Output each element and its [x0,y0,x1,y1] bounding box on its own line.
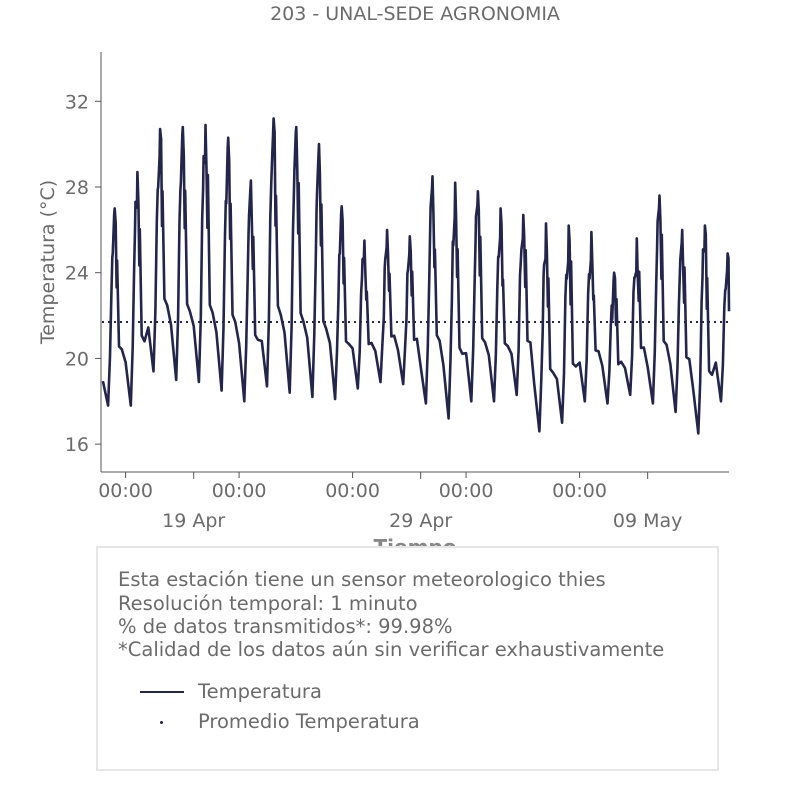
x-minor-tick-label-2: 00:00 [325,480,380,502]
y-tick-label-16: 16 [65,434,89,456]
x-major-tick-label-0: 19 Apr [162,510,225,532]
legend-promedio-label: Promedio Temperatura [198,710,420,733]
legend-temperatura-swatch [140,691,184,693]
info-line-resolution: Resolución temporal: 1 minuto [118,592,418,615]
x-minor-tick-label-4: 00:00 [552,480,607,502]
legend-promedio-swatch [160,721,163,724]
info-line-sensor: Esta estación tiene un sensor meteorolog… [118,568,606,591]
info-line-quality: *Calidad de los datos aún sin verificar … [118,638,665,661]
x-minor-tick-label-0: 00:00 [98,480,153,502]
x-minor-tick-label-1: 00:00 [212,480,267,502]
legend-temperatura-label: Temperatura [198,680,322,703]
y-tick-label-28: 28 [65,177,89,199]
x-major-tick-label-2: 09 May [613,510,683,532]
chart-title: 203 - UNAL-SEDE AGRONOMIA [270,3,560,25]
y-tick-label-32: 32 [65,91,89,113]
info-box: Esta estación tiene un sensor meteorolog… [96,546,719,771]
y-axis-label: Temperatura (°C) [37,180,59,345]
y-tick-label-24: 24 [65,263,89,285]
x-major-tick-label-1: 29 Apr [389,510,452,532]
y-tick-label-20: 20 [65,348,89,370]
x-minor-tick-label-3: 00:00 [439,480,494,502]
info-line-transmitted: % de datos transmitidos*: 99.98% [118,615,453,638]
temperature-series-line [101,117,731,435]
